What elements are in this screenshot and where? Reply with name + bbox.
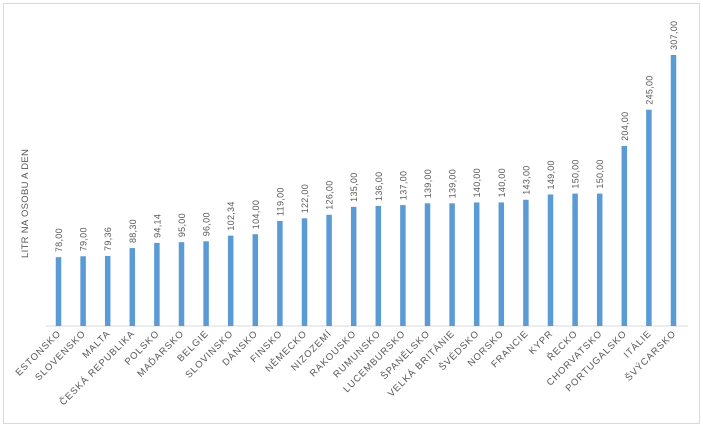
data-label-22: 150,00	[571, 159, 581, 188]
bar-12	[326, 214, 332, 326]
bar-23	[596, 193, 603, 326]
data-label-13: 135,00	[349, 173, 359, 202]
data-labels-group: 78,00 79,00 79,36 88,30 94,14 95,00 96,00 102,3…	[54, 21, 679, 252]
data-label-4: 88,30	[128, 219, 138, 243]
data-label-7: 96,00	[202, 212, 212, 236]
data-label-26: 307,00	[669, 21, 679, 50]
bar-2	[80, 256, 86, 326]
bar-20	[523, 199, 529, 326]
data-label-11: 122,00	[300, 184, 310, 213]
bar-26	[670, 55, 677, 326]
data-label-9: 104,00	[251, 200, 261, 229]
data-label-2: 79,00	[79, 227, 89, 251]
bar-18	[473, 202, 480, 326]
bars-group	[55, 55, 677, 326]
data-label-24: 204,00	[620, 112, 630, 141]
data-label-17: 139,00	[448, 169, 458, 198]
bar-7	[203, 241, 209, 326]
bar-15	[400, 205, 406, 326]
data-label-20: 143,00	[521, 165, 531, 194]
bar-21	[547, 194, 554, 326]
data-label-10: 119,00	[275, 187, 285, 216]
y-axis-label-group: LITR NA OSOBU A DEN	[20, 149, 31, 258]
data-label-21: 149,00	[546, 160, 556, 189]
data-label-5: 94,14	[152, 214, 162, 238]
data-label-23: 150,00	[595, 159, 605, 188]
bar-10	[277, 220, 283, 326]
bar-22	[572, 193, 578, 326]
y-axis-label: LITR NA OSOBU A DEN	[20, 149, 31, 258]
bar-6	[178, 242, 185, 326]
bar-3	[104, 255, 111, 326]
bar-1	[55, 257, 62, 326]
data-label-14: 136,00	[374, 172, 384, 201]
bar-11	[301, 218, 308, 326]
bar-8	[227, 235, 234, 326]
bar-5	[154, 242, 160, 326]
data-label-12: 126,00	[325, 180, 335, 209]
bar-16	[424, 203, 431, 326]
data-label-1: 78,00	[54, 228, 64, 252]
bar-14	[375, 205, 382, 326]
data-label-15: 137,00	[398, 171, 408, 200]
data-label-25: 245,00	[644, 75, 654, 104]
bar-9	[252, 234, 259, 326]
data-label-3: 79,36	[103, 227, 113, 251]
data-label-18: 140,00	[472, 168, 482, 197]
data-label-19: 140,00	[497, 168, 507, 197]
bar-24	[621, 145, 628, 326]
bar-13	[350, 206, 357, 326]
bar-17	[449, 203, 455, 326]
data-label-6: 95,00	[177, 213, 187, 237]
data-label-16: 139,00	[423, 169, 433, 198]
bar-4	[129, 248, 136, 326]
bar-25	[646, 109, 652, 326]
data-label-8: 102,34	[226, 201, 236, 230]
bar-19	[498, 202, 505, 326]
